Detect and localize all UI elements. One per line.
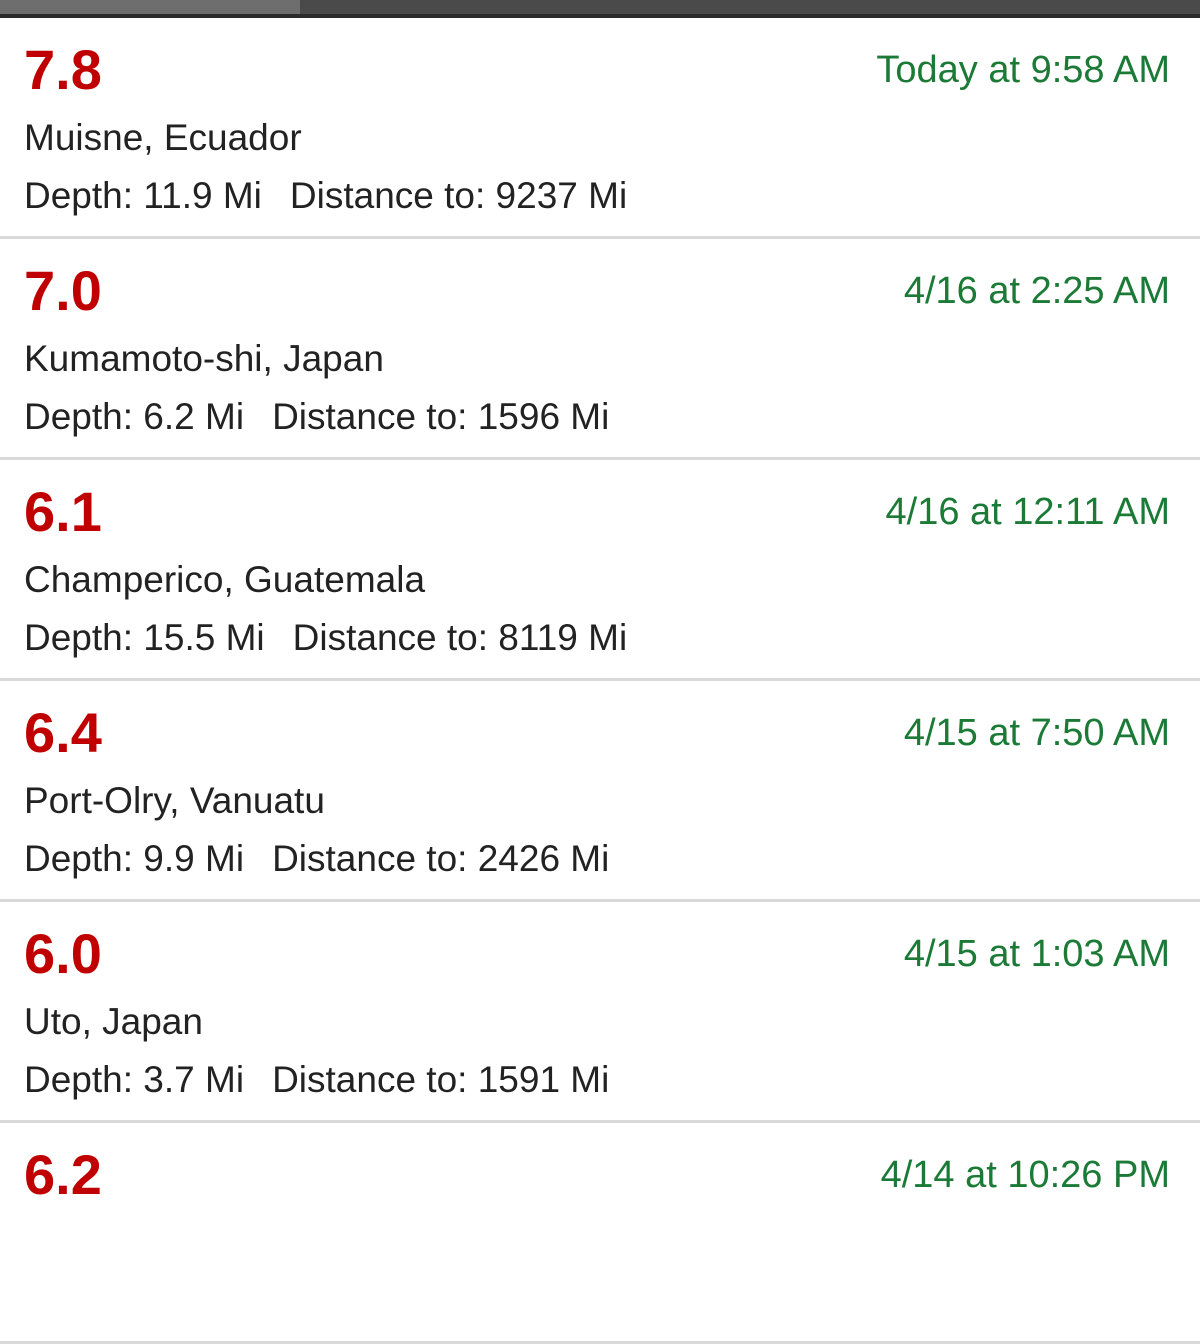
quake-magnitude: 6.4 xyxy=(24,701,102,764)
quake-distance: Distance to: 2426 Mi xyxy=(272,838,610,879)
quake-magnitude: 6.2 xyxy=(24,1143,102,1206)
top-tab-bar xyxy=(0,0,1200,18)
quake-details: Depth: 15.5 Mi Distance to: 8119 Mi xyxy=(24,616,627,660)
quake-magnitude: 7.8 xyxy=(24,38,102,101)
quake-location: Kumamoto-shi, Japan xyxy=(24,338,384,379)
quake-distance: Distance to: 1591 Mi xyxy=(272,1059,610,1100)
tab-indicator-track[interactable] xyxy=(300,0,1200,14)
quake-list-item[interactable]: 7.0 4/16 at 2:25 AM Kumamoto-shi, Japan … xyxy=(0,239,1200,460)
quake-magnitude: 6.0 xyxy=(24,922,102,985)
quake-time: 4/16 at 12:11 AM xyxy=(885,491,1171,533)
quake-depth: Depth: 3.7 Mi xyxy=(24,1059,245,1100)
quake-depth: Depth: 9.9 Mi xyxy=(24,838,245,879)
quake-depth: Depth: 11.9 Mi xyxy=(24,175,262,216)
quake-time: 4/16 at 2:25 AM xyxy=(903,270,1170,312)
quake-time: 4/14 at 10:26 PM xyxy=(880,1154,1170,1196)
quake-details: Depth: 9.9 Mi Distance to: 2426 Mi xyxy=(24,837,609,881)
quake-location: Uto, Japan xyxy=(24,1001,203,1042)
quake-details: Depth: 3.7 Mi Distance to: 1591 Mi xyxy=(24,1058,609,1102)
tab-indicator-active[interactable] xyxy=(0,0,300,14)
quake-location: Champerico, Guatemala xyxy=(24,559,426,600)
quake-list-item[interactable]: 7.8 Today at 9:58 AM Muisne, Ecuador Dep… xyxy=(0,18,1200,239)
quake-magnitude: 6.1 xyxy=(24,480,102,543)
quake-time: 4/15 at 1:03 AM xyxy=(903,933,1170,975)
quake-distance: Distance to: 8119 Mi xyxy=(292,617,628,658)
quake-depth: Depth: 15.5 Mi xyxy=(24,617,265,658)
quake-location: Muisne, Ecuador xyxy=(24,117,302,158)
quake-time: 4/15 at 7:50 AM xyxy=(903,712,1170,754)
quake-depth: Depth: 6.2 Mi xyxy=(24,396,245,437)
earthquake-list: 7.8 Today at 9:58 AM Muisne, Ecuador Dep… xyxy=(0,18,1200,1344)
quake-list-item[interactable]: 6.2 4/14 at 10:26 PM xyxy=(0,1123,1200,1344)
quake-details: Depth: 11.9 Mi Distance to: 9237 Mi xyxy=(24,174,627,218)
quake-location: Port-Olry, Vanuatu xyxy=(24,780,325,821)
quake-list-item[interactable]: 6.0 4/15 at 1:03 AM Uto, Japan Depth: 3.… xyxy=(0,902,1200,1123)
quake-time: Today at 9:58 AM xyxy=(876,49,1170,91)
quake-list-item[interactable]: 6.1 4/16 at 12:11 AM Champerico, Guatema… xyxy=(0,460,1200,681)
quake-distance: Distance to: 1596 Mi xyxy=(272,396,610,437)
quake-magnitude: 7.0 xyxy=(24,259,102,322)
quake-details: Depth: 6.2 Mi Distance to: 1596 Mi xyxy=(24,395,609,439)
quake-list-item[interactable]: 6.4 4/15 at 7:50 AM Port-Olry, Vanuatu D… xyxy=(0,681,1200,902)
quake-distance: Distance to: 9237 Mi xyxy=(289,175,628,216)
